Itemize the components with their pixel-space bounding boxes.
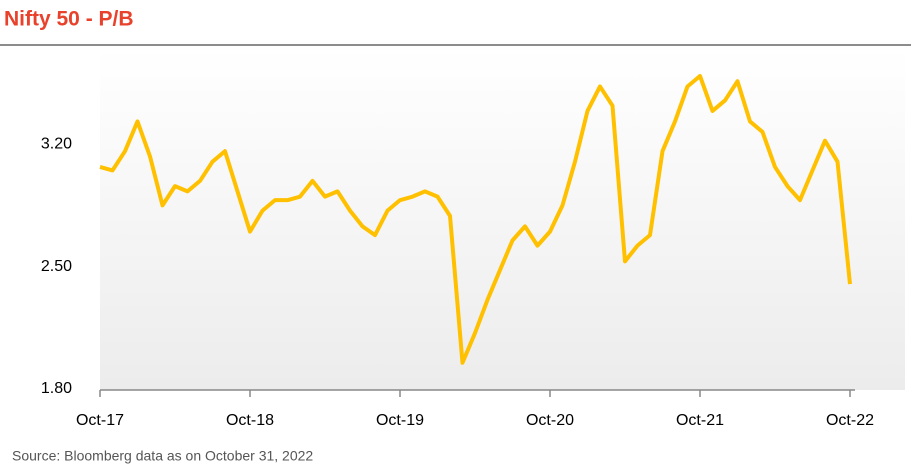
- y-tick-label: 3.20: [41, 135, 72, 152]
- data-line: [99, 73, 852, 365]
- y-tick-label: 2.50: [41, 258, 72, 275]
- x-tick-label: Oct-19: [376, 412, 424, 429]
- x-tick-label: Oct-21: [676, 412, 724, 429]
- chart-title: Nifty 50 - P/B: [4, 8, 134, 31]
- source-note: Source: Bloomberg data as on October 31,…: [12, 448, 313, 464]
- y-tick-label: 1.80: [41, 380, 72, 397]
- x-tick-label: Oct-17: [76, 412, 124, 429]
- plot-background: [100, 48, 905, 390]
- x-tick-label: Oct-18: [226, 412, 274, 429]
- x-tick-label: Oct-20: [526, 412, 574, 429]
- x-tick-label: Oct-22: [826, 412, 874, 429]
